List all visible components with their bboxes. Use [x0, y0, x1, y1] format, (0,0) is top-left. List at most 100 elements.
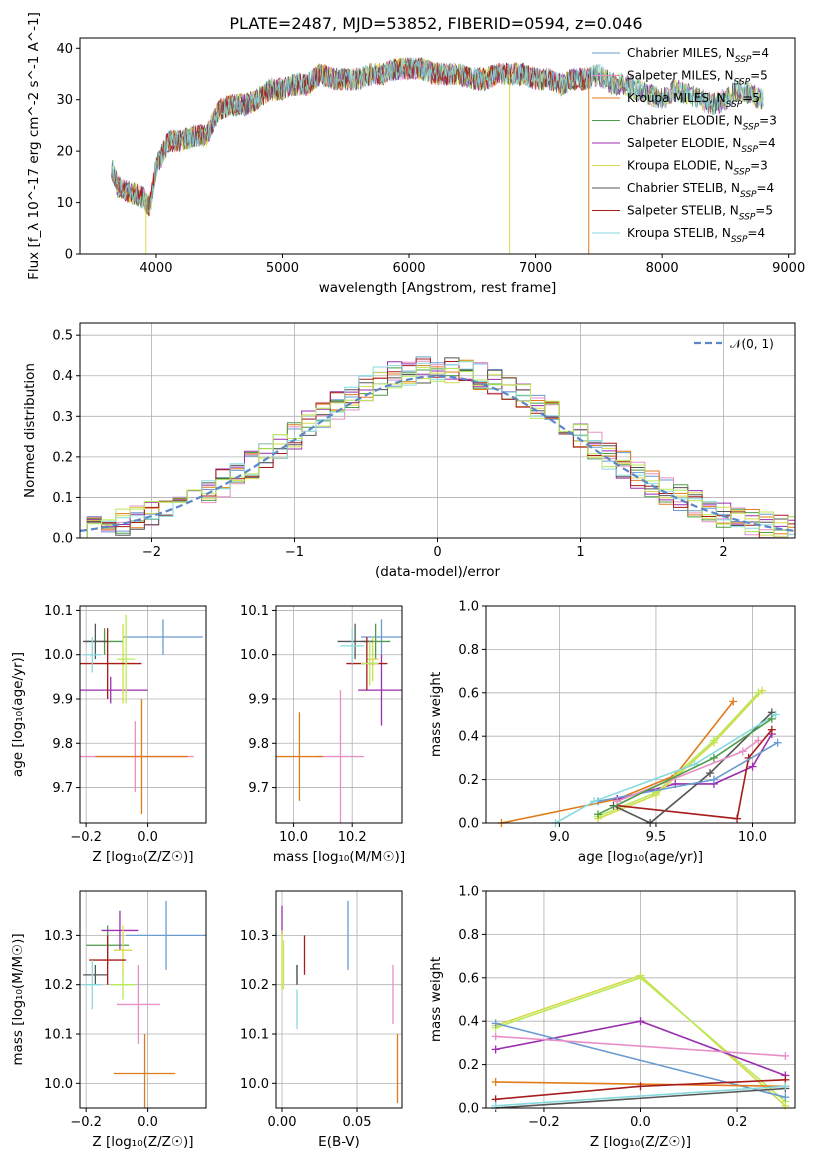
y-tick-label: 10.0: [240, 1077, 269, 1092]
x-tick-label: 0: [433, 545, 441, 560]
weight-marker: [767, 725, 776, 734]
errorbars: [281, 900, 399, 1104]
axes-frame: [275, 890, 403, 1109]
y-tick-label: 0.8: [458, 928, 479, 943]
x-axis-label: (data-model)/error: [375, 564, 501, 580]
errorbar-point: [366, 637, 379, 682]
weight-series-line: [555, 713, 777, 824]
errorbar-point: [123, 619, 203, 655]
spectra: [111, 56, 764, 254]
errorbar-point: [110, 969, 136, 1000]
y-tick-label: 0.4: [458, 1015, 479, 1030]
weight-series-line: [495, 1087, 786, 1109]
axes-frame: [79, 322, 796, 539]
x-tick-label: 8000: [646, 261, 679, 276]
weight-lines: [497, 686, 782, 827]
weight-marker: [773, 738, 782, 747]
y-tick-label: 9.8: [248, 737, 269, 752]
residual-histogram-panel: −2 −1 0 1 2 0.0 0.1 0.2 0.3 0.4 0.5 (data-model)/er…: [22, 322, 796, 580]
errorbar-point: [113, 925, 133, 975]
y-tick-label: 0: [65, 248, 73, 263]
weight-marker: [706, 769, 715, 778]
y-tick-label: 0.2: [458, 773, 479, 788]
errorbar-point: [360, 641, 379, 686]
y-tick-label: 0.0: [458, 817, 479, 832]
x-tick-label: 10.0: [279, 830, 308, 845]
weight-series-line: [597, 692, 759, 818]
axes-frame: [485, 890, 796, 1109]
weight-series-line: [495, 1085, 786, 1107]
weight-marker: [709, 753, 718, 762]
massweight-vs-metallicity-panel: −0.2 0.0 0.2 0.0 0.2 0.4 0.6 0.8 1.0 Z [log₁₀(Z/Z…: [428, 885, 796, 1150]
weight-marker: [636, 973, 645, 982]
weight-marker: [709, 736, 718, 745]
y-tick-label: 1.0: [458, 885, 479, 900]
figure-title: PLATE=2487, MJD=53852, FIBERID=0594, z=0…: [229, 14, 642, 33]
x-tick-label: 4000: [139, 261, 172, 276]
y-axis-label: age [log₁₀(age/yr)]: [10, 652, 26, 777]
weight-marker: [491, 1045, 500, 1054]
errorbar-point: [83, 964, 108, 985]
weight-marker: [781, 1082, 790, 1091]
y-tick-label: 0.0: [458, 1102, 479, 1117]
y-tick-label: 0.1: [52, 491, 73, 506]
x-tick-label: 0.2: [727, 1115, 748, 1130]
y-axis-label: mass [log₁₀(M/M☉)]: [10, 933, 26, 1065]
errorbar-point: [276, 712, 323, 801]
residual-legend: 𝒩(0, 1): [694, 337, 774, 351]
x-axis-label: Z [log₁₀(Z/Z☉)]: [92, 849, 193, 865]
x-tick-label: 1: [576, 545, 584, 560]
errorbar-point: [83, 623, 108, 660]
weight-marker: [733, 814, 742, 823]
mass-vs-reddening-panel: 0.00 0.05 10.0 10.1 10.2 10.3 E(B-V): [240, 890, 403, 1150]
weight-marker: [781, 1051, 790, 1060]
axes-frame: [79, 890, 207, 1109]
y-tick-label: 30: [56, 93, 73, 108]
weight-marker: [491, 1019, 500, 1028]
weight-marker: [491, 1032, 500, 1041]
y-axis-label: Normed distribution: [22, 363, 38, 498]
y-tick-label: 10.0: [44, 648, 73, 663]
weight-marker: [754, 736, 763, 745]
weight-marker: [613, 797, 622, 806]
x-tick-label: 9.5: [646, 830, 667, 845]
massweight-vs-age-panel: 9.0 9.5 10.0 0.0 0.2 0.4 0.6 0.8 1.0 age [log₁₀(a…: [428, 600, 796, 865]
y-axis-label: mass weight: [428, 672, 444, 757]
x-axis-label: E(B-V): [318, 1134, 360, 1150]
weight-marker: [709, 775, 718, 784]
y-tick-label: 9.7: [52, 781, 73, 796]
weight-marker: [767, 714, 776, 723]
y-tick-label: 10.0: [44, 1077, 73, 1092]
x-axis-label: Z [log₁₀(Z/Z☉)]: [590, 1134, 691, 1150]
y-tick-label: 10.1: [44, 1028, 73, 1043]
grid: [80, 606, 206, 823]
y-tick-label: 0.3: [52, 410, 73, 425]
y-tick-label: 10.3: [44, 929, 73, 944]
errorbar-point: [116, 964, 160, 1044]
y-tick-label: 10.1: [240, 1028, 269, 1043]
x-tick-label: 0.0: [630, 1115, 651, 1130]
weight-marker: [590, 797, 599, 806]
spectrum-panel: 4000 5000 6000 7000 8000 9000 0 10 20 30 40 wavelen…: [26, 12, 805, 296]
histograms: [80, 356, 795, 538]
spectrum-series-line: [111, 57, 764, 213]
errorbar-point: [89, 935, 127, 985]
x-tick-label: −0.2: [70, 1115, 102, 1130]
weight-lines: [491, 971, 790, 1112]
x-tick-label: 10.2: [338, 830, 367, 845]
x-tick-label: 2: [719, 545, 727, 560]
y-tick-label: 0.4: [52, 369, 73, 384]
y-tick-label: 9.8: [52, 737, 73, 752]
errorbar-point: [95, 699, 188, 815]
x-tick-label: 7000: [519, 261, 552, 276]
errorbar-point: [101, 910, 139, 951]
normal-reference-curve: [80, 375, 795, 532]
y-tick-label: 0.0: [52, 532, 73, 547]
x-tick-label: 6000: [392, 261, 425, 276]
age-vs-mass-panel: 10.0 10.2 9.7 9.8 9.9 10.0 10.1 mass [log₁₀(M/M…: [240, 604, 405, 865]
x-tick-label: 0.0: [137, 1115, 158, 1130]
weight-marker: [748, 762, 757, 771]
axes-frame: [79, 37, 796, 255]
axes-frame: [485, 605, 796, 824]
